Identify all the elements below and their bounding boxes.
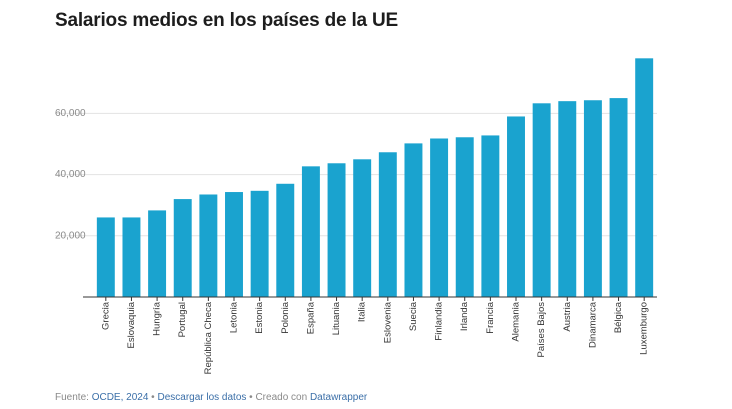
bar-21 [609,98,628,297]
download-data-link[interactable]: Descargar los datos [157,392,247,403]
source-link[interactable]: OCDE, 2024 [91,392,149,403]
category-label: Austria [562,301,573,331]
bar-9 [301,166,320,297]
bar-15 [455,137,474,297]
category-label: Alemania [511,301,522,341]
bar-14 [430,138,449,297]
bar-17 [507,116,525,298]
bar-18 [532,103,551,297]
category-label: Eslovaquia [126,301,137,348]
bar-12 [378,152,397,297]
bar-chart: 20,000 40,000 60,000 Grecia Eslovaquia Hungr… [55,58,657,374]
bar-19 [558,101,577,297]
y-tick-label: 60,000 [55,108,86,119]
datawrapper-link[interactable]: Datawrapper [309,392,368,403]
bar-20 [583,100,602,297]
bar-3 [148,210,167,297]
category-label: Irlanda [459,301,470,331]
y-tick-label: 20,000 [55,230,86,241]
x-axis-labels: Grecia Eslovaquia Hungría Portugal República… [100,301,649,374]
bar-10 [327,163,346,297]
bar-13 [404,143,423,297]
category-label: Francia [485,301,496,333]
category-label: Finlandia [434,301,445,340]
bar-11 [353,159,372,297]
bar-5 [199,194,218,297]
category-label: Estonia [254,301,265,333]
x-axis [83,296,657,301]
category-label: España [305,301,316,334]
category-label: Eslovenia [382,301,393,343]
category-label: Italia [357,301,368,322]
y-tick-label: 40,000 [55,169,86,180]
category-label: Bélgica [613,301,624,333]
category-label: Países Bajos [536,302,547,358]
separator: • [148,392,158,403]
made-with-prefix: • Creado con [246,392,310,403]
bars [96,58,654,298]
bar-8 [276,183,295,297]
bar-7 [250,190,269,297]
chart-footer: Fuente: OCDE, 2024 • Descargar los datos… [55,392,367,403]
category-label: Portugal [177,302,188,337]
bar-1 [96,217,115,297]
category-label: Suecia [408,301,419,331]
chart-title: Salarios medios en los países de la UE [55,10,398,31]
category-label: Dinamarca [587,301,598,348]
y-axis-labels: 20,000 40,000 60,000 [55,108,86,241]
category-label: República Checa [203,301,214,374]
category-label: Grecia [100,301,111,330]
bar-16 [481,135,500,297]
category-label: Polonia [280,301,291,333]
bar-2 [122,217,141,297]
category-label: Letonia [229,301,240,333]
source-prefix: Fuente: [55,392,92,403]
bar-22 [635,58,654,297]
bar-4 [173,199,192,297]
category-label: Hungría [152,301,163,336]
bar-6 [225,192,243,297]
category-label: Luxemburgo [639,302,650,355]
category-label: Lituania [331,301,342,335]
